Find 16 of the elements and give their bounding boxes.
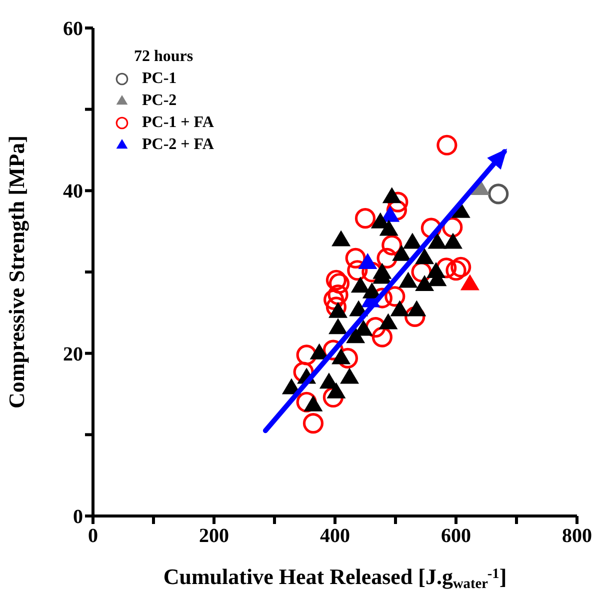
x-tick-label: 200 <box>199 525 229 547</box>
x-tick-label: 0 <box>88 525 98 547</box>
y-tick-label: 60 <box>63 18 83 40</box>
x-tick-label: 400 <box>320 525 350 547</box>
x-tick-label: 600 <box>441 525 471 547</box>
y-axis-title: Compressive Strength [MPa] <box>4 136 29 408</box>
x-tick-label: 800 <box>562 525 592 547</box>
legend-label: PC-1 <box>142 69 177 89</box>
y-tick-label: 0 <box>73 506 83 528</box>
legend-label: PC-2 <box>142 91 177 111</box>
legend-title: 72 hours <box>133 47 194 67</box>
y-tick-label: 40 <box>63 180 83 203</box>
legend-label: PC-2 + FA <box>142 135 214 155</box>
x-axis-title: Cumulative Heat Released [J.g$_{water}$$^{-1}$] <box>163 564 507 592</box>
legend-label: PC-1 + FA <box>142 113 214 133</box>
y-tick-label: 20 <box>63 343 83 366</box>
